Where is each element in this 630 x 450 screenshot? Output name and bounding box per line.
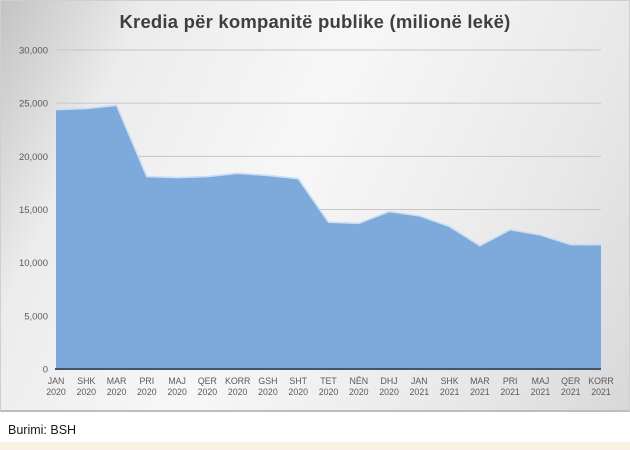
x-axis-tick-month: GSH — [258, 376, 277, 386]
x-axis-tick-month: KORR — [588, 376, 613, 386]
x-axis-tick-year: 2020 — [288, 387, 308, 397]
area-series-edge — [55, 104, 601, 247]
x-axis-tick-year: 2020 — [76, 387, 96, 397]
y-axis-tick-label: 0 — [43, 365, 48, 376]
x-axis-tick-month: KORR — [225, 376, 250, 386]
area-plot: 30,00025,00020,00015,00010,0005,0000JAN2… — [19, 46, 614, 398]
y-axis-tick-label: 5,000 — [24, 311, 48, 322]
x-axis-tick-year: 2020 — [379, 387, 399, 397]
x-axis-tick-year: 2020 — [319, 387, 339, 397]
x-axis-tick-year: 2020 — [258, 387, 278, 397]
x-axis-tick-year: 2021 — [500, 387, 520, 397]
y-axis-tick-label: 10,000 — [19, 258, 48, 269]
bottom-strip — [0, 442, 630, 450]
x-axis-tick-year: 2020 — [107, 387, 127, 397]
x-axis-tick-year: 2021 — [561, 387, 581, 397]
area-series — [56, 105, 601, 369]
x-axis-tick-month: PRI — [139, 376, 154, 386]
y-axis-tick-label: 30,000 — [19, 46, 48, 57]
x-axis-tick-year: 2020 — [349, 387, 369, 397]
x-axis-tick-year: 2020 — [137, 387, 157, 397]
y-axis-tick-label: 20,000 — [19, 152, 48, 163]
x-axis-tick-year: 2021 — [531, 387, 551, 397]
x-axis-tick-month: JAN — [48, 376, 65, 386]
x-axis-tick-year: 2020 — [167, 387, 187, 397]
x-axis-tick-year: 2020 — [198, 387, 218, 397]
y-axis-tick-label: 15,000 — [19, 205, 48, 216]
x-axis-tick-month: JAN — [411, 376, 428, 386]
x-axis-tick-year: 2021 — [440, 387, 460, 397]
x-axis-tick-year: 2021 — [410, 387, 430, 397]
x-axis-tick-year: 2021 — [470, 387, 490, 397]
x-axis-tick-month: SHK — [77, 376, 95, 386]
x-axis-tick-month: QER — [561, 376, 580, 386]
x-axis-tick-month: MAR — [107, 376, 127, 386]
x-axis-tick-month: MAJ — [532, 376, 550, 386]
x-axis-tick-month: NËN — [349, 376, 368, 386]
x-axis-tick-month: SHT — [289, 376, 307, 386]
x-axis-tick-year: 2020 — [46, 387, 66, 397]
x-axis-tick-month: SHK — [441, 376, 459, 386]
x-axis-tick-month: DHJ — [381, 376, 398, 386]
x-axis-tick-month: TET — [320, 376, 337, 386]
x-axis-tick-month: MAJ — [168, 376, 186, 386]
y-axis-tick-label: 25,000 — [19, 99, 48, 110]
x-axis-tick-year: 2021 — [591, 387, 611, 397]
chart-card: 30,000 25,000 20,000 15,000 10,000 5,000 0 JAN 2… — [0, 0, 630, 412]
x-axis-tick-year: 2020 — [228, 387, 248, 397]
x-axis-tick-month: MAR — [470, 376, 490, 386]
chart-title: Kredia për kompanitë publike (milionë le… — [119, 11, 511, 32]
x-axis-tick-month: QER — [198, 376, 217, 386]
source-note: Burimi: BSH — [8, 423, 77, 437]
x-axis-tick-month: PRI — [503, 376, 518, 386]
